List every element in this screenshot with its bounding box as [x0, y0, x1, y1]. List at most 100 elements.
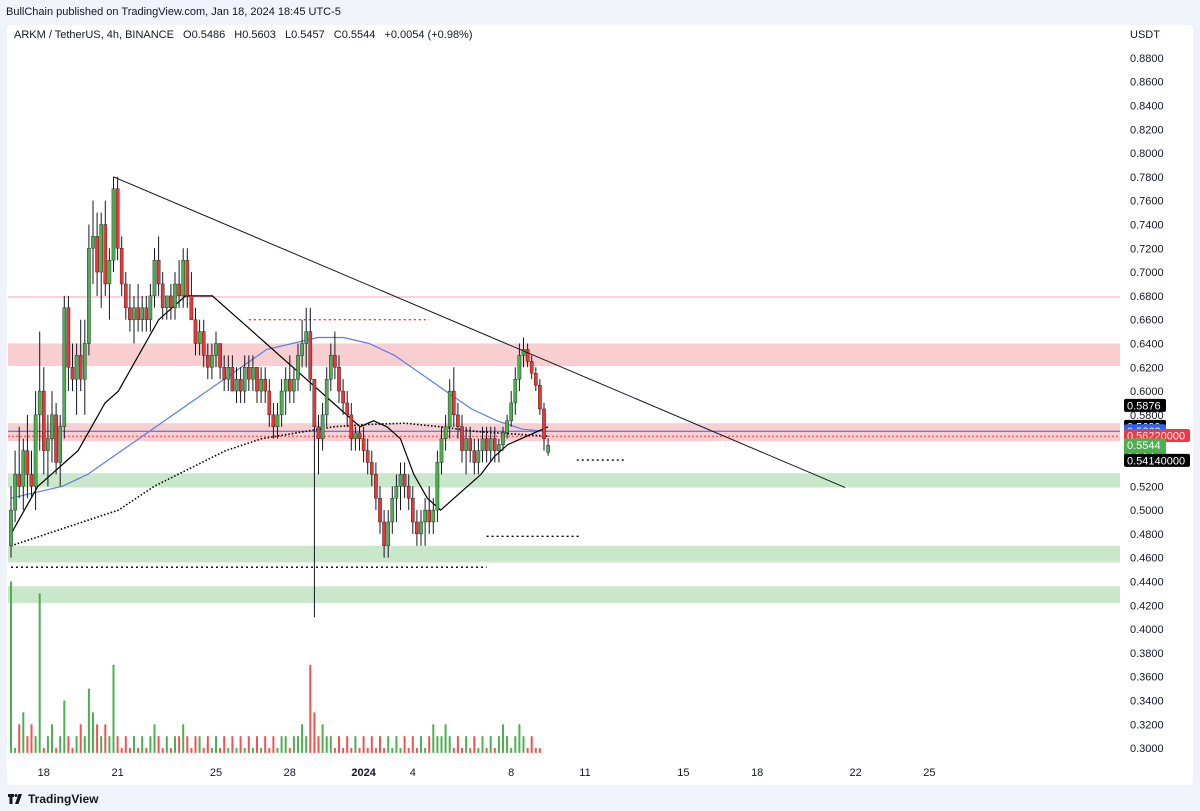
- price-tick-label: 0.8800: [1130, 53, 1164, 65]
- volume-bar: [473, 736, 476, 753]
- candle-body: [42, 390, 46, 451]
- candle-body: [398, 474, 403, 487]
- volume-bar: [329, 736, 332, 753]
- candle-body: [50, 414, 54, 439]
- candle-body: [21, 450, 26, 487]
- volume-bar: [247, 736, 250, 753]
- candle-body: [78, 355, 83, 380]
- volume-bar: [141, 736, 144, 753]
- candle-body: [107, 259, 112, 285]
- volume-bar: [137, 748, 140, 753]
- published-line: BullChain published on TradingView.com, …: [6, 6, 341, 18]
- volume-bar: [379, 736, 381, 753]
- candle-body: [378, 497, 382, 523]
- candle-body: [370, 462, 374, 475]
- volume-bar: [465, 736, 468, 753]
- symbol-title: ARKM / TetherUS, 4h, BINANCE: [14, 29, 174, 41]
- candle-body: [546, 445, 550, 453]
- volume-bar: [71, 748, 74, 753]
- volume-bar: [63, 700, 66, 753]
- volume-bar: [280, 736, 283, 753]
- price-tick-label: 0.7400: [1130, 219, 1164, 231]
- candle-body: [189, 295, 194, 320]
- volume-bar: [448, 736, 451, 753]
- candle-body: [132, 307, 136, 320]
- candle-body: [123, 283, 128, 308]
- candle-body: [435, 462, 440, 511]
- candle-body: [296, 355, 300, 380]
- volume-bar: [133, 736, 135, 753]
- volume-bar: [165, 736, 168, 753]
- volume-bar: [292, 736, 295, 753]
- volume-bar: [219, 748, 222, 753]
- price-tick-label: 0.4400: [1130, 576, 1164, 588]
- volume-bar: [223, 736, 226, 753]
- candle-layer: [9, 176, 550, 618]
- candle-body: [505, 420, 509, 433]
- tradingview-brand[interactable]: TradingView: [28, 792, 99, 806]
- candle-body: [324, 378, 329, 416]
- time-tick-label: 25: [210, 767, 222, 779]
- candle-body: [349, 414, 354, 439]
- candle-body: [140, 307, 145, 320]
- price-tick-label: 0.6600: [1130, 315, 1164, 327]
- volume-bar: [112, 664, 115, 753]
- candle-body: [17, 474, 22, 487]
- volume-bar: [444, 724, 447, 753]
- candle-body: [534, 373, 538, 386]
- volume-bar: [92, 712, 94, 753]
- candle-body: [394, 486, 399, 499]
- candle-body: [226, 367, 231, 380]
- candle-body: [255, 367, 259, 392]
- price-axis: USDT 0.8800 0.8600 0.8400 0.8200 0.8000 0.7800…: [1130, 29, 1164, 755]
- candle-body: [271, 414, 276, 427]
- volume-bar: [436, 736, 439, 753]
- volume-bar: [395, 736, 398, 753]
- candle-body: [37, 390, 42, 416]
- candle-body: [484, 438, 489, 451]
- candle-body: [160, 283, 165, 308]
- volume-bar: [358, 748, 361, 753]
- candle-body: [185, 259, 190, 297]
- volume-bar: [538, 748, 541, 753]
- price-tick-label: 0.4800: [1130, 529, 1164, 541]
- candle-body: [341, 390, 345, 404]
- footer: TradingView: [0, 788, 1200, 811]
- candle-body: [29, 474, 34, 487]
- volume-bar: [424, 748, 427, 753]
- candle-body: [529, 361, 534, 374]
- volume-bar: [461, 748, 463, 753]
- candle-body: [497, 444, 501, 451]
- candle-body: [472, 450, 477, 463]
- price-tick-label: 0.5000: [1130, 505, 1164, 517]
- volume-bar: [256, 736, 258, 753]
- candle-body: [447, 390, 452, 427]
- support-zone: [8, 586, 1120, 603]
- volume-bar: [10, 581, 12, 753]
- candle-body: [164, 295, 169, 308]
- candle-body: [193, 319, 198, 344]
- level-layer: [8, 296, 1120, 568]
- candle-body: [476, 450, 481, 463]
- volume-bar: [55, 748, 58, 753]
- volume-bar: [75, 736, 78, 753]
- candle-body: [148, 295, 153, 320]
- price-tick-label: 0.8600: [1130, 77, 1164, 89]
- volume-bar: [251, 748, 254, 753]
- ma-black-line: [10, 295, 549, 535]
- volume-bar: [321, 724, 324, 753]
- volume-bar: [260, 748, 263, 753]
- candle-body: [443, 426, 448, 439]
- volume-bar: [239, 736, 242, 753]
- price-tick-label: 0.7000: [1130, 267, 1164, 279]
- volume-bar: [243, 748, 246, 753]
- candle-body: [173, 283, 177, 308]
- candle-body: [488, 438, 493, 451]
- time-tick-label: 21: [111, 767, 123, 779]
- volume-bar: [497, 736, 500, 753]
- volume-bar: [215, 736, 217, 753]
- volume-bar: [268, 748, 271, 753]
- volume-bar: [350, 748, 353, 753]
- volume-bar: [342, 748, 345, 753]
